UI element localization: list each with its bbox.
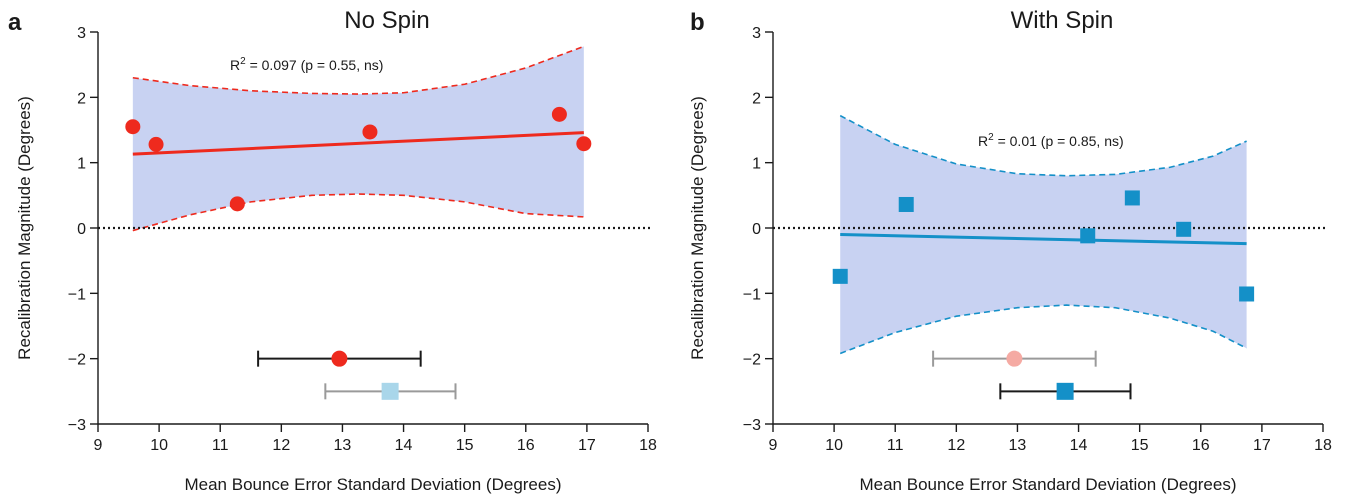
y-tick-label: 3	[77, 25, 86, 42]
y-tick-label: −3	[743, 417, 761, 434]
y-tick-label: −3	[68, 417, 86, 434]
data-point	[1239, 286, 1255, 302]
x-tick-label: 17	[1253, 437, 1271, 454]
x-tick-label: 9	[94, 437, 103, 454]
regression-line	[840, 233, 1247, 246]
panel-letter: a	[8, 9, 22, 36]
y-tick-label: 0	[752, 221, 761, 238]
regression-line	[132, 131, 584, 156]
x-tick-label: 10	[150, 437, 168, 454]
y-tick-label: 2	[77, 90, 86, 107]
x-tick-label: 17	[578, 437, 596, 454]
confidence-band	[840, 115, 1247, 354]
panel-title: No Spin	[344, 7, 429, 34]
x-tick-label: 14	[395, 437, 413, 454]
y-tick-label: 0	[77, 221, 86, 238]
data-point	[832, 268, 848, 284]
y-tick-label: 1	[752, 156, 761, 173]
x-tick-label: 15	[456, 437, 474, 454]
data-point	[362, 124, 378, 140]
r-squared-value: = 0.01 (p = 0.85, ns)	[994, 133, 1124, 149]
summary-mean-marker	[331, 350, 348, 367]
r-squared-symbol: R	[230, 57, 240, 73]
y-axis-title: Recalibration Magnitude (Degrees)	[15, 96, 34, 360]
y-tick-label: −1	[68, 286, 86, 303]
r-squared-superscript: 2	[240, 56, 246, 67]
x-tick-label: 14	[1070, 437, 1088, 454]
r-squared-annotation: R2 = 0.097 (p = 0.55, ns)	[230, 56, 383, 73]
y-tick-label: 1	[77, 156, 86, 173]
data-point	[551, 106, 567, 122]
summary-mean-marker	[1056, 382, 1074, 400]
confidence-upper-line	[839, 114, 1247, 177]
y-tick-label: −2	[743, 352, 761, 369]
x-tick-label: 10	[825, 437, 843, 454]
data-point	[148, 136, 164, 152]
x-tick-label: 9	[769, 437, 778, 454]
r-squared-annotation: R2 = 0.01 (p = 0.85, ns)	[978, 132, 1124, 149]
x-tick-label: 13	[1009, 437, 1027, 454]
data-point	[1080, 228, 1096, 244]
x-tick-label: 12	[272, 437, 290, 454]
data-point	[1124, 190, 1140, 206]
x-tick-label: 18	[639, 437, 657, 454]
y-tick-label: −2	[68, 352, 86, 369]
confidence-upper-line	[132, 45, 585, 95]
panel-letter: b	[690, 9, 705, 36]
confidence-lower-line	[839, 304, 1247, 355]
x-axis-title: Mean Bounce Error Standard Deviation (De…	[184, 475, 561, 494]
summary-mean-marker	[381, 382, 399, 400]
data-point	[229, 196, 245, 212]
data-point	[125, 119, 141, 135]
x-tick-label: 16	[517, 437, 535, 454]
y-axis-title: Recalibration Magnitude (Degrees)	[688, 96, 707, 360]
r-squared-superscript: 2	[988, 132, 994, 143]
data-point	[1176, 221, 1192, 237]
x-tick-label: 13	[334, 437, 352, 454]
x-tick-label: 15	[1131, 437, 1149, 454]
x-axis-title: Mean Bounce Error Standard Deviation (De…	[859, 475, 1236, 494]
data-point	[898, 196, 914, 212]
r-squared-value: = 0.097 (p = 0.55, ns)	[246, 57, 384, 73]
x-tick-label: 16	[1192, 437, 1210, 454]
panel-title: With Spin	[1011, 7, 1114, 34]
y-tick-label: 2	[752, 90, 761, 107]
confidence-band	[132, 46, 584, 231]
y-tick-label: 3	[752, 25, 761, 42]
data-point	[576, 136, 592, 152]
r-squared-symbol: R	[978, 133, 988, 149]
x-tick-label: 12	[947, 437, 965, 454]
x-tick-label: 11	[887, 437, 904, 454]
x-tick-label: 18	[1314, 437, 1332, 454]
summary-mean-marker	[1006, 350, 1023, 367]
y-tick-label: −1	[743, 286, 761, 303]
x-tick-label: 11	[212, 437, 229, 454]
